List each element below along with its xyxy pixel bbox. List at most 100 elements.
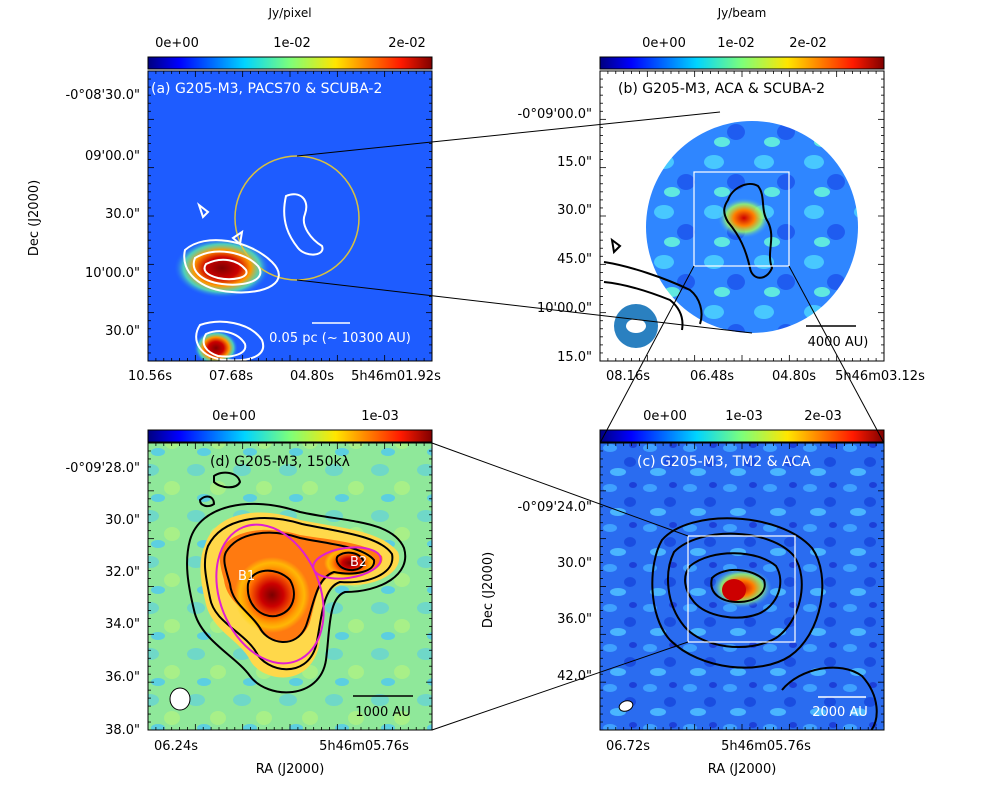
panel-c-y-tick-label: -0°09'24.0"	[517, 500, 592, 515]
panel-c-emission	[722, 579, 746, 601]
panel-c-y-ticks: -0°09'24.0" 30.0" 36.0" 42.0"	[517, 500, 592, 684]
colorbar-d: 0e+00 1e-03	[147, 409, 433, 443]
panel-d-y-ticks: -0°09'28.0" 30.0" 32.0" 34.0" 36.0" 38.0…	[65, 461, 140, 738]
panel-d-y-tick-label: 34.0"	[105, 617, 140, 632]
panel-d-xlabel: RA (J2000)	[256, 762, 325, 777]
connector-a-b-bottom	[296, 279, 753, 334]
panel-a-y-tick-label: 30.0"	[105, 207, 140, 222]
panel-d-b2-ellipse	[312, 546, 382, 580]
colorbar-d-tick: 1e-03	[361, 409, 399, 424]
colorbar-a-tick: 2e-02	[388, 36, 426, 51]
panel-d-x-tick-label: 5h46m05.76s	[319, 739, 409, 754]
panel-d-source-label: B2	[350, 555, 367, 570]
connector-b-c-left	[599, 265, 695, 444]
panel-a-y-tick-label: 09'00.0"	[85, 149, 140, 164]
panel-d-x-ticks: 06.24s 5h46m05.76s	[154, 739, 409, 754]
panel-b-x-tick-label: 06.48s	[690, 369, 734, 384]
connector-a-b-top	[296, 111, 721, 157]
panel-c-beam	[618, 700, 634, 712]
panel-b-y-tick-label: 10'00.0"	[537, 301, 592, 316]
panel-d-scalebar-label: 1000 AU	[355, 705, 411, 720]
panel-d-y-tick-label: -0°09'28.0"	[65, 461, 140, 476]
colorbar-a-tick: 0e+00	[155, 36, 199, 51]
axis-tick-marks	[148, 71, 884, 730]
panel-a-title: (a) G205-M3, PACS70 & SCUBA-2	[151, 81, 382, 97]
colorbar-c-tick: 2e-03	[804, 409, 842, 424]
panel-a-x-tick-label: 5h46m01.92s	[351, 369, 441, 384]
colorbar-b-label: Jy/beam	[717, 6, 767, 20]
colorbar-d-gradient	[147, 429, 433, 443]
panel-a-x-tick-label: 10.56s	[128, 369, 172, 384]
panel-d-contours	[186, 471, 407, 694]
panel-a-scalebar-label: 0.05 pc (~ 10300 AU)	[269, 331, 411, 346]
panel-b-y-tick-label: 30.0"	[557, 203, 592, 218]
colorbar-d-tick: 0e+00	[212, 409, 256, 424]
panel-b-x-tick-label: 08.16s	[606, 369, 650, 384]
zoom-connectors	[296, 111, 885, 731]
connector-c-d-top	[431, 442, 689, 537]
panel-a-x-ticks: 10.56s 07.68s 04.80s 5h46m01.92s	[128, 369, 441, 384]
panel-b-y-tick-label: 15.0"	[557, 155, 592, 170]
panel-a-y-ticks: -0°08'30.0" 09'00.0" 30.0" 10'00.0" 30.0…	[65, 88, 140, 339]
colorbar-b-tick: 0e+00	[642, 36, 686, 51]
colorbar-c-tick: 1e-03	[725, 409, 763, 424]
panel-c-y-tick-label: 30.0"	[557, 556, 592, 571]
panel-d: B1 B2 1000 AU (d) G205-M3, 150kλ -0°09'2…	[65, 442, 433, 777]
panel-c-y-tick-label: 36.0"	[557, 612, 592, 627]
panel-c-title: (c) G205-M3, TM2 & ACA	[637, 454, 811, 470]
panel-c-scalebar-label: 2000 AU	[812, 705, 868, 720]
panel-b-x-tick-label: 04.80s	[772, 369, 816, 384]
colorbar-a-label: Jy/pixel	[267, 6, 311, 20]
panel-d-b1-ellipse	[215, 523, 325, 665]
colorbar-c-tick: 0e+00	[643, 409, 687, 424]
panel-d-x-tick-label: 06.24s	[154, 739, 198, 754]
panel-b-x-tick-label: 5h46m03.12s	[835, 369, 925, 384]
panel-a-x-tick-label: 07.68s	[209, 369, 253, 384]
panel-c: 2000 AU (c) G205-M3, TM2 & ACA -0°09'24.…	[481, 442, 885, 777]
panel-b-scalebar-label: 4000 AU)	[808, 335, 869, 350]
panel-a: 0.05 pc (~ 10300 AU) (a) G205-M3, PACS70…	[27, 70, 441, 384]
panel-b: 4000 AU) (b) G205-M3, ACA & SCUBA-2 -0°0…	[517, 70, 925, 384]
panel-b-y-tick-label: 15.0"	[557, 350, 592, 365]
colorbar-b: Jy/beam 0e+00 1e-02 2e-02	[599, 6, 885, 70]
panel-a-contours	[183, 193, 324, 361]
panel-a-y-tick-label: 30.0"	[105, 324, 140, 339]
panel-c-x-tick-label: 06.72s	[606, 739, 650, 754]
panel-d-y-tick-label: 32.0"	[105, 565, 140, 580]
connector-b-c-right	[788, 265, 885, 444]
panel-c-x-ticks: 06.72s 5h46m05.76s	[606, 739, 811, 754]
panel-d-title: (d) G205-M3, 150kλ	[210, 454, 350, 470]
panel-a-y-tick-label: -0°08'30.0"	[65, 88, 140, 103]
panel-d-y-tick-label: 30.0"	[105, 513, 140, 528]
colorbar-a-gradient	[147, 56, 433, 70]
panel-b-beam-ellipse	[626, 319, 646, 333]
panel-b-zoom-box	[693, 171, 790, 267]
panel-b-title: (b) G205-M3, ACA & SCUBA-2	[618, 81, 825, 97]
panel-d-ellipses	[215, 523, 382, 665]
panel-b-y-tick-label: 45.0"	[557, 252, 592, 267]
colorbar-b-gradient	[599, 56, 885, 70]
panel-c-y-tick-label: 42.0"	[557, 669, 592, 684]
panel-b-contours	[603, 182, 774, 331]
colorbar-a: Jy/pixel 0e+00 1e-02 2e-02	[147, 6, 433, 70]
panel-d-beam	[169, 687, 191, 711]
panel-b-y-tick-label: -0°09'00.0"	[517, 107, 592, 122]
panel-c-zoom-box	[687, 535, 796, 643]
panel-b-x-ticks: 08.16s 06.48s 04.80s 5h46m03.12s	[606, 369, 925, 384]
colorbar-c-gradient	[599, 429, 885, 443]
panel-c-x-tick-label: 5h46m05.76s	[721, 739, 811, 754]
panel-a-y-tick-label: 10'00.0"	[85, 266, 140, 281]
panel-b-y-ticks: -0°09'00.0" 15.0" 30.0" 45.0" 10'00.0" 1…	[517, 107, 592, 365]
colorbar-b-tick: 2e-02	[789, 36, 827, 51]
colorbar-a-tick: 1e-02	[273, 36, 311, 51]
panel-a-x-tick-label: 04.80s	[290, 369, 334, 384]
panel-a-ylabel: Dec (J2000)	[27, 180, 42, 256]
panel-d-y-tick-label: 36.0"	[105, 670, 140, 685]
panel-c-xlabel: RA (J2000)	[708, 762, 777, 777]
colorbar-c: 0e+00 1e-03 2e-03	[599, 409, 885, 443]
colorbar-b-tick: 1e-02	[717, 36, 755, 51]
connector-c-d-bottom	[431, 641, 689, 731]
panel-a-image	[148, 71, 432, 361]
panel-c-ylabel: Dec (J2000)	[481, 552, 496, 628]
